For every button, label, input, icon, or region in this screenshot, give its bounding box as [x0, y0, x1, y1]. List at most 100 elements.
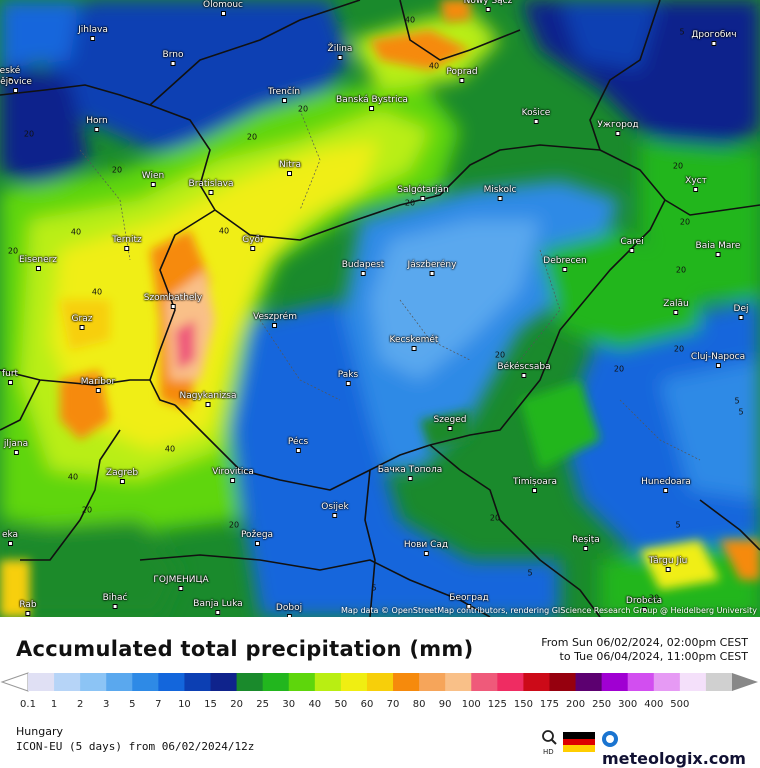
city-label: Doboj [276, 603, 302, 617]
hd-zoom-icon[interactable]: HD [541, 729, 559, 755]
city-name: Debrecen [543, 256, 587, 266]
city-label: Carei [620, 237, 644, 253]
isoline-value: 40 [428, 61, 440, 71]
precipitation-map[interactable]: Olomouc Nowy Sącz Jihlava Дрогобич Brno Žilin… [0, 0, 760, 617]
city-name: Pécs [287, 437, 309, 447]
legend-title: Accumulated total precipitation (mm) [16, 637, 474, 661]
hd-label: HD [543, 748, 554, 755]
scale-tick-label: 70 [386, 699, 400, 710]
city-name: Maribor [80, 377, 116, 387]
city-name: Rab [19, 600, 37, 610]
city-name: Žilina [327, 44, 353, 54]
scale-swatch [262, 673, 290, 691]
city-marker-icon [562, 267, 568, 272]
city-marker-icon [95, 388, 101, 393]
city-name: Doboj [275, 603, 303, 613]
city-label: Нови Сад [404, 540, 448, 556]
city-name: Banská Bystrica [336, 95, 408, 105]
city-marker-icon [715, 252, 721, 257]
city-label: Horn [86, 116, 108, 132]
isoline-value: 20 [404, 198, 416, 208]
city-label: Budapest [342, 260, 384, 276]
isoline-value: 20 [297, 104, 309, 114]
city-marker-icon [485, 7, 491, 12]
city-name: Virovitica [212, 467, 254, 477]
city-label: Graz [72, 314, 92, 330]
city-label: Salgótarján [397, 185, 449, 201]
city-marker-icon [673, 310, 679, 315]
isoline-value: 20 [81, 505, 93, 515]
city-name: Jihlava [78, 25, 108, 35]
city-name: Zalău [663, 299, 689, 309]
city-name: Győr [242, 235, 264, 245]
city-name: Eisenerz [18, 255, 58, 265]
scale-swatch [106, 673, 133, 691]
city-marker-icon [497, 196, 503, 201]
scale-tick-label: 7 [155, 699, 162, 710]
city-label: Virovitica [212, 467, 254, 483]
isoline-value: 20 [672, 161, 684, 171]
scale-tick-label: 200 [566, 699, 586, 710]
city-marker-icon [447, 426, 453, 431]
scale-swatch [210, 673, 238, 691]
city-name: Békéscsaba [497, 362, 551, 372]
city-name: Dej [733, 304, 749, 314]
forecast-range: From Sun 06/02/2024, 02:00pm CEST to Tue… [541, 636, 748, 664]
city-marker-icon [272, 323, 278, 328]
city-marker-icon [711, 41, 717, 46]
range-from: From Sun 06/02/2024, 02:00pm CEST [541, 636, 748, 649]
city-marker-icon [150, 182, 156, 187]
scale-tick-label: 25 [256, 699, 270, 710]
city-label: Veszprém [253, 312, 297, 328]
city-label: Cluj-Napoca [691, 352, 745, 368]
city-name: Jászberény [407, 260, 457, 270]
isoline-value: 40 [404, 15, 416, 25]
city-name: ГОЈМЕНИЦА [153, 575, 209, 585]
scale-tick-label: 100 [461, 699, 481, 710]
city-marker-icon [360, 271, 366, 276]
city-marker-icon [411, 346, 417, 351]
city-marker-icon [94, 127, 100, 132]
scale-tick-label: 400 [644, 699, 664, 710]
city-name: Drobeta [625, 596, 663, 606]
isoline-value: 5 [734, 396, 740, 406]
city-marker-icon [286, 614, 292, 617]
scale-swatch [340, 673, 368, 691]
city-marker-icon [407, 476, 413, 481]
city-marker-icon [178, 586, 184, 591]
color-scale-bar [0, 672, 758, 692]
city-name: Požega [240, 530, 274, 540]
city-label: Бачка Топола [378, 465, 442, 481]
scale-tick-label: 2 [76, 699, 84, 710]
city-name: jljana [3, 439, 29, 449]
city-label: Reșița [572, 535, 600, 551]
isoline-value: 20 [673, 344, 685, 354]
scale-tick-label: 20 [230, 699, 243, 710]
city-label: Osijek [321, 502, 349, 518]
isoline-value: 20 [111, 165, 123, 175]
brand-logo[interactable]: meteologix.com [602, 730, 760, 768]
city-marker-icon [629, 248, 635, 253]
scale-tick-label: 80 [412, 699, 426, 710]
city-marker-icon [641, 607, 647, 612]
isoline-value: 20 [246, 132, 258, 142]
scale-swatch [549, 673, 577, 691]
city-label: Miskolc [484, 185, 516, 201]
scale-swatch [523, 673, 550, 691]
city-label: Bihać [103, 593, 127, 609]
scale-tick-label: 15 [204, 699, 217, 710]
scale-tick-label: 10 [178, 699, 191, 710]
city-label: Târgu Jiu [648, 556, 688, 572]
city-marker-icon [533, 119, 539, 124]
region-label: Hungary [16, 725, 63, 738]
isoline-value: 5 [527, 568, 533, 578]
city-name: Košice [521, 108, 551, 118]
city-label: Хуст [685, 176, 707, 192]
city-name: Târgu Jiu [648, 556, 688, 566]
scale-swatch [158, 673, 185, 691]
city-name: Ternitz [112, 235, 142, 245]
city-marker-icon [665, 567, 671, 572]
brand-name: meteologix.com [602, 749, 746, 768]
city-label: Nowy Sącz [464, 0, 512, 12]
legend-panel: Accumulated total precipitation (mm) Fro… [0, 617, 760, 768]
